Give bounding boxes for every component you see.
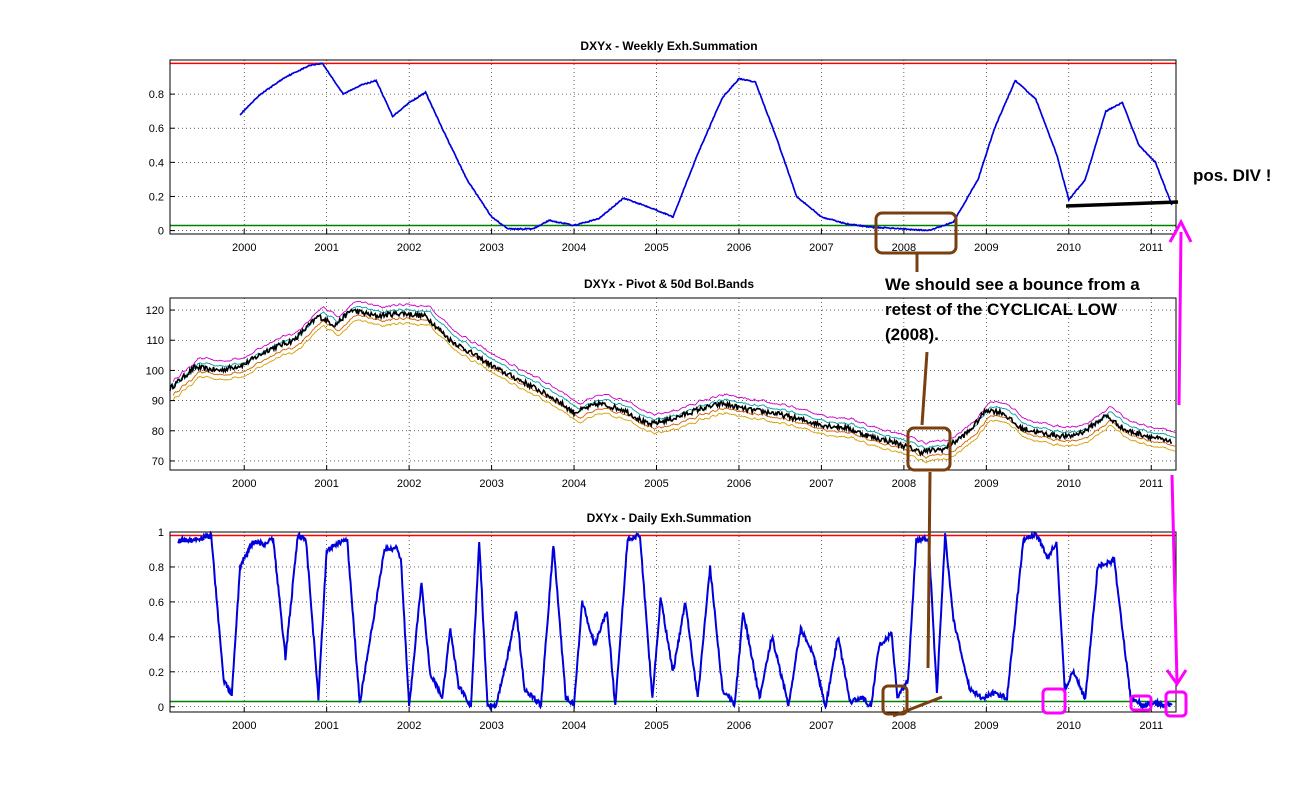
- weekly-exh-summation-panel: 2000 2001 2002 2003 2004 2005 2006 2007 2008 2009…: [149, 39, 1177, 254]
- pivot-price-line: [169, 307, 1173, 457]
- x-tick-label: 2005: [644, 242, 668, 254]
- pos-div-note: pos. DIV !: [1193, 166, 1271, 185]
- daily-oscillator-line: [177, 530, 1173, 712]
- x-tick-label: 2003: [479, 720, 503, 732]
- x-tick-label: 2004: [562, 720, 586, 732]
- panel-title: DXYx - Weekly Exh.Summation: [580, 39, 757, 53]
- x-tick-label: 2007: [809, 478, 833, 490]
- plot-frame: [169, 297, 1177, 471]
- x-tick-label: 2008: [892, 242, 916, 254]
- x-tick-label: 2001: [314, 720, 338, 732]
- magenta-arrow-down-head: [1165, 669, 1188, 687]
- bounce-note-line-1: We should see a bounce from a: [885, 275, 1140, 294]
- y-tick-label: 110: [146, 335, 164, 347]
- x-tick-label: 2009: [974, 720, 998, 732]
- bounce-note-line-2: retest of the CYCLICAL LOW: [885, 300, 1118, 319]
- divergence-line: [1065, 200, 1179, 208]
- x-tick-label: 2005: [644, 478, 668, 490]
- y-tick-label: 0.4: [149, 632, 164, 644]
- x-tick-label: 2000: [232, 478, 256, 490]
- magenta-box-2011: [1164, 690, 1188, 718]
- x-tick-label: 2001: [314, 478, 338, 490]
- x-tick-label: 2011: [1139, 242, 1163, 254]
- bol-band-upper: [172, 300, 1176, 445]
- x-tick-label: 2011: [1139, 478, 1163, 490]
- x-tick-label: 2006: [727, 478, 751, 490]
- brown-connector-note: [920, 351, 929, 426]
- x-tick-label: 2010: [1057, 478, 1081, 490]
- magenta-box-2010: [1129, 694, 1153, 712]
- x-tick-label: 2004: [562, 242, 586, 254]
- x-tick-label: 2002: [397, 242, 421, 254]
- magenta-box-2009: [1041, 687, 1067, 715]
- y-tick-label: 0.6: [149, 123, 164, 135]
- pivot-bol-bands-panel: 2000 2001 2002 2003 2004 2005 2006 2007 2008 2009…: [146, 277, 1177, 490]
- x-tick-label: 2010: [1057, 242, 1081, 254]
- x-tick-label: 2010: [1057, 720, 1081, 732]
- x-tick-label: 2006: [727, 720, 751, 732]
- weekly-oscillator-line: [239, 62, 1173, 232]
- x-tick-label: 2008: [892, 478, 916, 490]
- panel-title: DXYx - Daily Exh.Summation: [587, 511, 752, 525]
- daily-exh-summation-panel: 2000 2001 2002 2003 2004 2005 2006 2007 2008 2009…: [149, 511, 1177, 732]
- bounce-note-line-3: (2008).: [885, 325, 939, 344]
- magenta-arrow-up-shaft: [1177, 231, 1183, 406]
- y-tick-label: 0.8: [149, 89, 164, 101]
- bol-band-outer-low: [172, 319, 1176, 464]
- brown-connector-daily: [926, 471, 932, 669]
- x-tick-label: 2000: [232, 242, 256, 254]
- x-tick-label: 2003: [479, 242, 503, 254]
- y-tick-label: 70: [152, 456, 164, 468]
- y-tick-label: 80: [152, 426, 164, 438]
- y-tick-label: 0.6: [149, 597, 164, 609]
- x-tick-label: 2009: [974, 242, 998, 254]
- x-tick-label: 2008: [892, 720, 916, 732]
- y-tick-label: 0: [158, 702, 164, 714]
- plot-frame: [169, 59, 1177, 235]
- y-tick-label: 120: [146, 305, 164, 317]
- y-tick-label: 0.8: [149, 562, 164, 574]
- y-tick-label: 1: [158, 527, 164, 539]
- annotations-layer: [874, 200, 1193, 718]
- y-tick-label: 0.2: [149, 191, 164, 203]
- y-tick-label: 0.2: [149, 667, 164, 679]
- x-tick-label: 2011: [1139, 720, 1163, 732]
- x-tick-label: 2001: [314, 242, 338, 254]
- magenta-arrow-up-head: [1168, 218, 1193, 243]
- y-tick-label: 0.4: [149, 157, 164, 169]
- x-tick-label: 2007: [809, 720, 833, 732]
- brown-tick-daily: [892, 695, 943, 718]
- x-tick-label: 2005: [644, 720, 668, 732]
- x-tick-label: 2002: [397, 478, 421, 490]
- magenta-arrow-down-shaft: [1170, 474, 1179, 683]
- panel-title: DXYx - Pivot & 50d Bol.Bands: [584, 277, 754, 291]
- x-tick-label: 2009: [974, 478, 998, 490]
- y-tick-label: 0: [158, 226, 164, 238]
- y-tick-label: 90: [152, 396, 164, 408]
- x-tick-label: 2006: [727, 242, 751, 254]
- cyclical-low-box-price: [906, 426, 952, 472]
- x-tick-label: 2003: [479, 478, 503, 490]
- x-tick-label: 2000: [232, 720, 256, 732]
- x-tick-label: 2004: [562, 478, 586, 490]
- x-tick-label: 2007: [809, 242, 833, 254]
- x-tick-label: 2002: [397, 720, 421, 732]
- y-tick-label: 100: [146, 365, 164, 377]
